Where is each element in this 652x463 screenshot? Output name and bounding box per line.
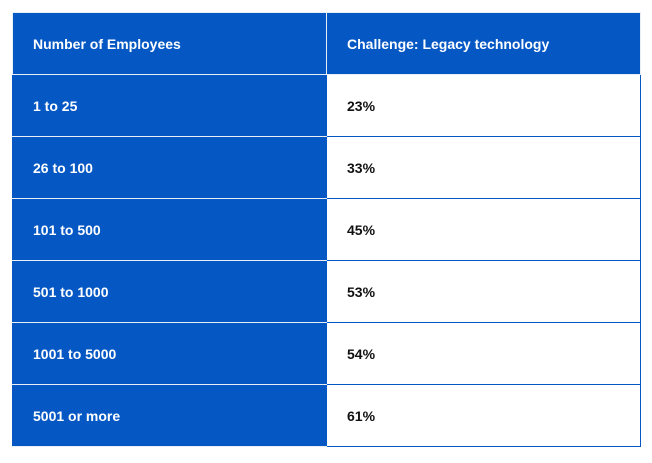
employees-range-cell: 5001 or more [12, 384, 327, 447]
employees-range-cell: 1001 to 5000 [12, 322, 327, 385]
employees-range-cell: 26 to 100 [12, 136, 327, 199]
table-row: 5001 or more 61% [12, 384, 641, 447]
percentage-cell: 23% [326, 74, 641, 137]
percentage-cell: 33% [326, 136, 641, 199]
employees-range-cell: 101 to 500 [12, 198, 327, 261]
percentage-cell: 54% [326, 322, 641, 385]
percentage-cell: 45% [326, 198, 641, 261]
table-row: 1 to 25 23% [12, 74, 641, 137]
percentage-cell: 61% [326, 384, 641, 447]
table-row: 1001 to 5000 54% [12, 322, 641, 385]
percentage-cell: 53% [326, 260, 641, 323]
header-employees: Number of Employees [12, 12, 327, 75]
table-row: 501 to 1000 53% [12, 260, 641, 323]
employees-range-cell: 501 to 1000 [12, 260, 327, 323]
legacy-tech-table: Number of Employees Challenge: Legacy te… [12, 12, 641, 447]
table-row: 26 to 100 33% [12, 136, 641, 199]
header-challenge: Challenge: Legacy technology [326, 12, 641, 75]
table-row: 101 to 500 45% [12, 198, 641, 261]
table-header-row: Number of Employees Challenge: Legacy te… [12, 12, 641, 75]
legacy-tech-table-container: Number of Employees Challenge: Legacy te… [12, 12, 641, 447]
employees-range-cell: 1 to 25 [12, 74, 327, 137]
